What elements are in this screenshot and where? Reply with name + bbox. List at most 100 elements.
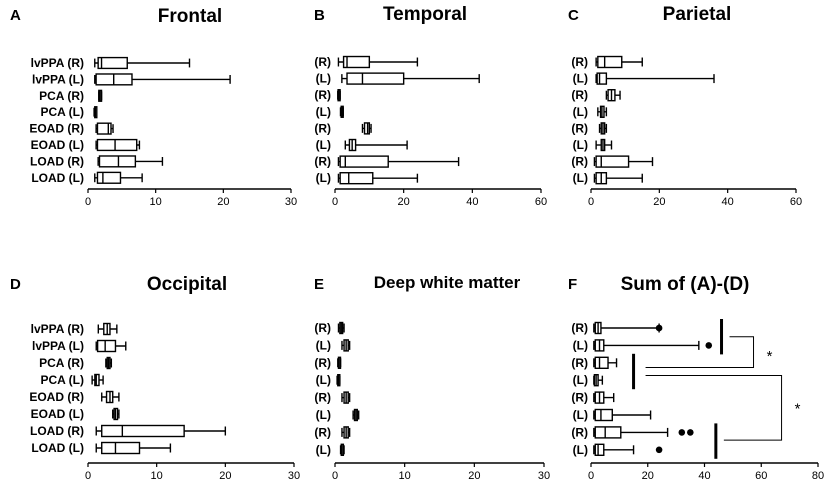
panel-b-box xyxy=(342,55,371,69)
panel-d-box xyxy=(101,424,185,438)
panel-a-box xyxy=(96,138,138,152)
panel-f-row-label: (R) xyxy=(571,321,588,335)
panel-f-x-tick-label: 20 xyxy=(642,470,654,482)
panel-c-x-tick-label: 20 xyxy=(653,196,665,208)
panel-d-row-label: PCA (R) xyxy=(39,356,84,370)
panel-b-row-label: (R) xyxy=(314,121,331,135)
panel-d-box xyxy=(101,441,141,455)
panel-f-row-label: (L) xyxy=(573,373,588,387)
panel-a-label: A xyxy=(10,7,21,24)
panel-b-box xyxy=(339,172,374,185)
panel-a-x-tick-label: 30 xyxy=(285,196,297,208)
panel-d-row-label: PCA (L) xyxy=(40,373,84,387)
panel-f-sig-bracket xyxy=(645,375,783,441)
panel-f-row-label: (R) xyxy=(571,356,588,370)
panel-a-box xyxy=(96,171,122,184)
panel-b-x-tick-label: 40 xyxy=(466,196,478,208)
panel-a-row-label: lvPPA (R) xyxy=(31,56,84,70)
panel-c-row-label: (R) xyxy=(571,155,588,169)
panel-d-row-label: lvPPA (R) xyxy=(31,322,84,336)
panel-c-row-label: (R) xyxy=(571,88,588,102)
panel-f-sig-star: * xyxy=(795,400,801,417)
panel-c-row-label: (L) xyxy=(573,105,588,119)
panel-d-box xyxy=(96,339,117,353)
panel-f-row-label: (L) xyxy=(573,408,588,422)
panel-f-label: F xyxy=(568,276,577,293)
panel-e-x-tick-label: 10 xyxy=(399,470,411,482)
panel-f-outlier xyxy=(678,429,686,436)
panel-b-x-tick-label: 0 xyxy=(332,196,338,208)
panel-c-label: C xyxy=(568,7,579,24)
panel-d-x-tick-label: 10 xyxy=(151,470,163,482)
panel-f-x-tick-label: 40 xyxy=(698,470,710,482)
panel-e-row-label: (L) xyxy=(316,338,331,352)
panel-a-box xyxy=(96,122,112,135)
panel-e-x-tick-label: 0 xyxy=(332,470,338,482)
panel-f-x-tick-label: 80 xyxy=(812,470,824,482)
panel-f-row-label: (L) xyxy=(573,338,588,352)
panel-a-row-label: EOAD (L) xyxy=(31,138,84,152)
panel-c-title: Parietal xyxy=(663,4,732,25)
panel-a-row-label: lvPPA (L) xyxy=(32,72,84,86)
panel-d-row-label: LOAD (L) xyxy=(31,441,84,455)
panel-f-x-tick-label: 0 xyxy=(588,470,594,482)
panel-d-row-label: EOAD (L) xyxy=(31,407,84,421)
panel-a-x-tick-label: 0 xyxy=(85,196,91,208)
panel-e-row-label: (L) xyxy=(316,443,331,457)
panel-b-row-label: (L) xyxy=(316,72,331,86)
panel-e-row-label: (R) xyxy=(314,321,331,335)
panel-d-label: D xyxy=(10,276,21,293)
panel-b-label: B xyxy=(314,7,325,24)
panel-b-row-label: (R) xyxy=(314,88,331,102)
panel-d-title: Occipital xyxy=(147,274,227,295)
panel-b-box xyxy=(339,155,389,168)
panel-d-row-label: EOAD (R) xyxy=(29,390,84,404)
panel-d-row-label: lvPPA (L) xyxy=(32,339,84,353)
panel-f-row-label: (R) xyxy=(571,391,588,405)
panel-f-sig-star: * xyxy=(767,348,773,365)
panel-a-title: Frontal xyxy=(158,6,222,27)
panel-b-x-tick-label: 60 xyxy=(535,196,547,208)
panel-e-row-label: (L) xyxy=(316,408,331,422)
panel-f-row-label: (L) xyxy=(573,443,588,457)
panel-b-title: Temporal xyxy=(383,4,467,25)
panel-b-row-label: (R) xyxy=(314,155,331,169)
panel-e-row-label: (R) xyxy=(314,391,331,405)
panel-d-x-tick-label: 30 xyxy=(288,470,300,482)
panel-d-x-tick-label: 20 xyxy=(219,470,231,482)
panel-d-x-tick-label: 0 xyxy=(85,470,91,482)
panel-b-x-tick-label: 20 xyxy=(398,196,410,208)
panel-a-box xyxy=(97,56,128,70)
panel-b-row-label: (L) xyxy=(316,171,331,185)
panel-b-row-label: (L) xyxy=(316,138,331,152)
panel-f-sig-bracket xyxy=(645,336,755,368)
panel-c-x-tick-label: 60 xyxy=(790,196,802,208)
panel-b-box xyxy=(346,72,405,85)
panel-f-title: Sum of (A)-(D) xyxy=(621,274,750,295)
panel-e-label: E xyxy=(314,276,324,293)
panel-c-row-label: (L) xyxy=(573,72,588,86)
panel-e-row-label: (R) xyxy=(314,356,331,370)
panel-b-row-label: (L) xyxy=(316,105,331,119)
panel-c-box xyxy=(597,55,623,69)
panel-c-x-tick-label: 0 xyxy=(588,196,594,208)
panel-e-x-tick-label: 20 xyxy=(468,470,480,482)
panel-c-box xyxy=(596,72,608,85)
panel-f-row-label: (R) xyxy=(571,425,588,439)
panel-c-x-tick-label: 40 xyxy=(722,196,734,208)
panel-f-box xyxy=(594,426,622,439)
panel-f-box xyxy=(594,408,613,422)
panel-a-row-label: LOAD (R) xyxy=(30,154,84,168)
panel-f-box xyxy=(594,356,609,369)
panel-f-outlier xyxy=(655,446,663,454)
panel-a-row-label: PCA (L) xyxy=(40,105,84,119)
panel-f-outlier xyxy=(705,342,713,349)
panel-f-outlier xyxy=(655,324,663,332)
panel-f-box xyxy=(594,443,605,456)
panel-e-row-label: (L) xyxy=(316,373,331,387)
panel-c-box xyxy=(595,155,630,168)
panel-f-x-tick-label: 60 xyxy=(755,470,767,482)
panel-b-row-label: (R) xyxy=(314,55,331,69)
panel-c-row-label: (L) xyxy=(573,138,588,152)
